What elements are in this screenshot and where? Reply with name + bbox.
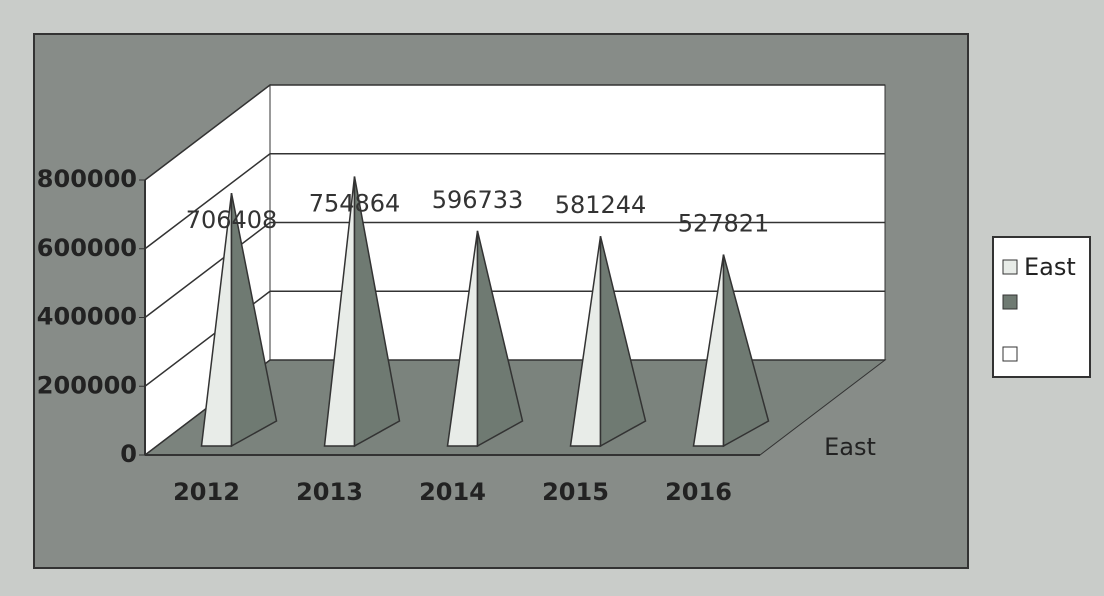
data-label: 527821 [678, 210, 770, 238]
pyramid-face [476, 230, 524, 448]
x-tick-label: 2013 [296, 478, 363, 506]
x-tick-label: 2012 [173, 478, 240, 506]
pyramid-face [722, 254, 770, 448]
legend-label: East [1024, 253, 1076, 281]
pyramid-face [353, 176, 401, 448]
data-label: 596733 [432, 186, 524, 214]
pyramid-face [599, 236, 647, 448]
x-tick-label: 2015 [542, 478, 609, 506]
pyramid-face [230, 193, 278, 448]
y-tick-label: 200000 [37, 371, 137, 399]
data-label: 754864 [309, 190, 401, 218]
legend-swatch [1002, 346, 1018, 362]
x-tick-label: 2016 [665, 478, 732, 506]
data-label: 581244 [555, 191, 647, 219]
legend-swatch [1002, 294, 1018, 310]
grid-line [144, 84, 885, 181]
y-tick-label: 800000 [37, 165, 137, 193]
grid-line [144, 153, 885, 250]
x-tick-label: 2014 [419, 478, 486, 506]
depth-axis-label: East [824, 433, 876, 461]
y-tick-label: 0 [120, 440, 137, 468]
grid-line [144, 359, 885, 456]
data-label: 706408 [186, 206, 278, 234]
legend-swatch [1002, 259, 1018, 275]
grid-line [144, 290, 885, 387]
y-tick-label: 400000 [37, 303, 137, 331]
grid-line [144, 221, 885, 319]
y-tick-label: 600000 [37, 234, 137, 262]
